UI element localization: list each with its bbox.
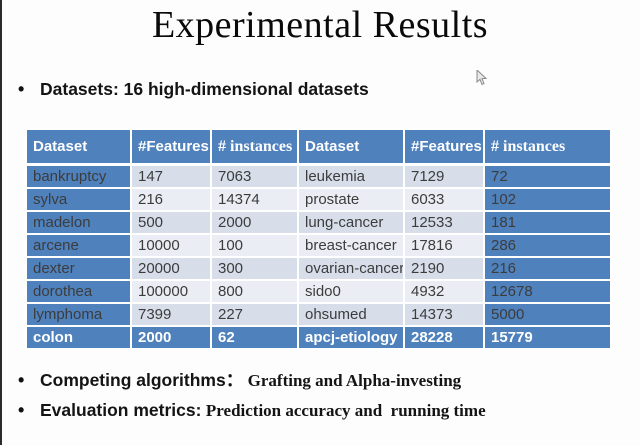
value-cell: 4932: [403, 279, 485, 304]
value-cell: lung-cancer: [297, 210, 405, 235]
instances-cell: 72: [483, 163, 612, 189]
value-cell: 7063: [210, 163, 299, 189]
value-cell: sido0: [297, 279, 405, 304]
value-cell: 227: [210, 302, 299, 327]
header-features-right: #Features: [403, 128, 485, 166]
value-cell: 2000: [210, 210, 299, 235]
slide-title: Experimental Results: [151, 4, 489, 46]
header-instances-right: # instances: [483, 128, 612, 166]
datasets-table: Dataset #Features # instances Dataset #F…: [25, 128, 612, 350]
instances-cell: 12678: [483, 279, 612, 304]
value-cell: breast-cancer: [297, 233, 405, 258]
dataset-name-cell: arcene: [25, 233, 132, 258]
header-features-left: #Features: [130, 128, 212, 166]
competing-value: Grafting and Alpha-investing: [247, 371, 462, 390]
value-cell: 100000: [130, 279, 212, 304]
value-cell: 500: [130, 210, 212, 235]
value-cell: prostate: [297, 187, 405, 212]
value-cell: 100: [210, 233, 299, 258]
value-cell: 14374: [210, 187, 299, 212]
evaluation-bullet: • Evaluation metrics: Prediction accurac…: [18, 399, 486, 422]
table-row: lymphoma 7399 227 ohsumed 14373 5000: [25, 302, 612, 327]
value-cell: 2000: [130, 325, 212, 350]
evaluation-label: Evaluation metrics:: [40, 400, 202, 420]
table-row: colon 2000 62 apcj-etiology 28228 15779: [25, 325, 612, 350]
value-cell: 216: [130, 187, 212, 212]
dataset-name-cell: colon: [25, 325, 132, 350]
table-row: bankruptcy 147 7063 leukemia 7129 72: [25, 163, 612, 189]
table-row: madelon 500 2000 lung-cancer 12533 181: [25, 210, 612, 235]
value-cell: ohsumed: [297, 302, 405, 327]
value-cell: 7399: [130, 302, 212, 327]
value-cell: 2190: [403, 256, 485, 281]
datasets-bullet: • Datasets: 16 high-dimensional datasets: [18, 78, 369, 100]
dataset-name-cell: madelon: [25, 210, 132, 235]
instances-cell: 286: [483, 233, 612, 258]
evaluation-value: Prediction accuracy and running time: [205, 401, 486, 420]
value-cell: 147: [130, 163, 212, 189]
instances-cell: 102: [483, 187, 612, 212]
value-cell: 20000: [130, 256, 212, 281]
datasets-bullet-text: Datasets: 16 high-dimensional datasets: [40, 79, 369, 99]
bullet-icon: •: [18, 370, 25, 390]
value-cell: 6033: [403, 187, 485, 212]
value-cell: apcj-etiology: [297, 325, 405, 350]
dataset-name-cell: dexter: [25, 256, 132, 281]
header-instances-left: # instances: [210, 128, 299, 166]
dataset-name-cell: bankruptcy: [25, 163, 132, 189]
slide-left-border: [0, 0, 2, 445]
table-header-row: Dataset #Features # instances Dataset #F…: [25, 128, 612, 166]
value-cell: 10000: [130, 233, 212, 258]
competing-label: Competing algorithms：: [40, 370, 244, 390]
dataset-name-cell: lymphoma: [25, 302, 132, 327]
table-row: dexter 20000 300 ovarian-cancer 2190 216: [25, 256, 612, 281]
header-dataset-left: Dataset: [25, 128, 132, 166]
value-cell: leukemia: [297, 163, 405, 189]
bullet-icon: •: [18, 79, 25, 99]
table-row: arcene 10000 100 breast-cancer 17816 286: [25, 233, 612, 258]
value-cell: 800: [210, 279, 299, 304]
value-cell: 12533: [403, 210, 485, 235]
value-cell: 14373: [403, 302, 485, 327]
value-cell: 28228: [403, 325, 485, 350]
bullet-icon: •: [18, 400, 25, 420]
dataset-name-cell: dorothea: [25, 279, 132, 304]
competing-bullet: • Competing algorithms： Grafting and Alp…: [18, 369, 461, 392]
table-row: dorothea 100000 800 sido0 4932 12678: [25, 279, 612, 304]
mouse-pointer-icon: [476, 70, 487, 86]
value-cell: ovarian-cancer: [297, 256, 405, 281]
instances-cell: 5000: [483, 302, 612, 327]
value-cell: 17816: [403, 233, 485, 258]
dataset-name-cell: sylva: [25, 187, 132, 212]
header-dataset-right: Dataset: [297, 128, 405, 166]
instances-cell: 181: [483, 210, 612, 235]
value-cell: 300: [210, 256, 299, 281]
instances-cell: 216: [483, 256, 612, 281]
value-cell: 62: [210, 325, 299, 350]
table-row: sylva 216 14374 prostate 6033 102: [25, 187, 612, 212]
instances-cell: 15779: [483, 325, 612, 350]
value-cell: 7129: [403, 163, 485, 189]
